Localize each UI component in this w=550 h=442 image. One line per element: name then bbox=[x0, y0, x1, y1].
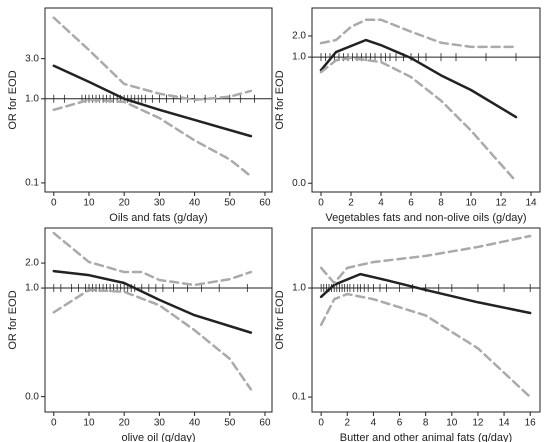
x-tick-label: 14 bbox=[525, 198, 537, 209]
x-tick-label: 50 bbox=[224, 418, 236, 429]
ci-line bbox=[52, 16, 253, 102]
plot-frame bbox=[44, 227, 273, 413]
x-axis-title: olive oil (g/day) bbox=[122, 432, 196, 442]
x-tick-label: 12 bbox=[495, 198, 507, 209]
x-tick-label: 30 bbox=[154, 198, 166, 209]
ci-line bbox=[319, 18, 518, 49]
x-axis-title: Oils and fats (g/day) bbox=[109, 212, 207, 224]
y-tick-label: 0.0 bbox=[292, 178, 306, 189]
x-tick-label: 10 bbox=[465, 198, 477, 209]
x-tick-label: 20 bbox=[119, 198, 131, 209]
x-tick-label: 4 bbox=[371, 418, 377, 429]
x-axis-title: Vegetables fats and non-olive oils (g/da… bbox=[325, 212, 526, 224]
estimate-line bbox=[52, 64, 253, 138]
y-tick-label: 3.0 bbox=[25, 53, 39, 64]
ci-line bbox=[52, 288, 253, 391]
ci-line bbox=[52, 98, 253, 178]
y-tick-label: 0.1 bbox=[292, 392, 306, 403]
x-tick-label: 6 bbox=[397, 418, 403, 429]
x-tick-label: 30 bbox=[154, 418, 166, 429]
plot-frame bbox=[311, 7, 541, 193]
y-tick-label: 1.0 bbox=[25, 93, 39, 104]
x-tick-label: 8 bbox=[438, 198, 444, 209]
ci-line bbox=[319, 56, 518, 183]
y-axis-title: OR for EOD bbox=[274, 70, 286, 129]
estimate-line bbox=[319, 272, 532, 315]
x-tick-label: 0 bbox=[318, 418, 324, 429]
y-tick-label: 0.1 bbox=[25, 178, 39, 189]
ci-line bbox=[319, 292, 532, 399]
plot-frame bbox=[44, 7, 273, 193]
y-tick-label: 1.0 bbox=[292, 283, 306, 294]
y-axis-title: OR for EOD bbox=[274, 290, 286, 349]
x-tick-label: 12 bbox=[472, 418, 484, 429]
y-axis-title: OR for EOD bbox=[7, 290, 19, 349]
y-tick-label: 1.0 bbox=[292, 52, 306, 63]
x-tick-label: 0 bbox=[51, 198, 57, 209]
x-tick-label: 14 bbox=[499, 418, 511, 429]
y-tick-label: 0.0 bbox=[25, 391, 39, 402]
x-tick-label: 10 bbox=[446, 418, 458, 429]
x-tick-label: 0 bbox=[51, 418, 57, 429]
estimate-line bbox=[52, 269, 253, 334]
y-axis-title: OR for EOD bbox=[7, 70, 19, 129]
estimate-line bbox=[319, 38, 518, 119]
x-tick-label: 10 bbox=[83, 198, 95, 209]
x-tick-label: 0 bbox=[318, 198, 324, 209]
x-tick-label: 60 bbox=[259, 418, 271, 429]
ci-line bbox=[319, 234, 532, 285]
x-tick-label: 8 bbox=[423, 418, 429, 429]
x-tick-label: 16 bbox=[525, 418, 537, 429]
x-tick-label: 50 bbox=[224, 198, 236, 209]
x-tick-label: 2 bbox=[344, 418, 350, 429]
x-tick-label: 10 bbox=[83, 418, 95, 429]
y-tick-label: 2.0 bbox=[292, 31, 306, 42]
x-tick-label: 60 bbox=[259, 198, 271, 209]
x-axis-title: Butter and other animal fats (g/day) bbox=[340, 432, 512, 442]
x-tick-label: 6 bbox=[408, 198, 414, 209]
y-tick-label: 1.0 bbox=[25, 283, 39, 294]
x-tick-label: 40 bbox=[189, 418, 201, 429]
x-tick-label: 40 bbox=[189, 198, 201, 209]
x-tick-label: 20 bbox=[119, 418, 131, 429]
y-tick-label: 2.0 bbox=[25, 258, 39, 269]
x-tick-label: 4 bbox=[378, 198, 384, 209]
ci-line bbox=[52, 231, 253, 287]
x-tick-label: 2 bbox=[348, 198, 354, 209]
